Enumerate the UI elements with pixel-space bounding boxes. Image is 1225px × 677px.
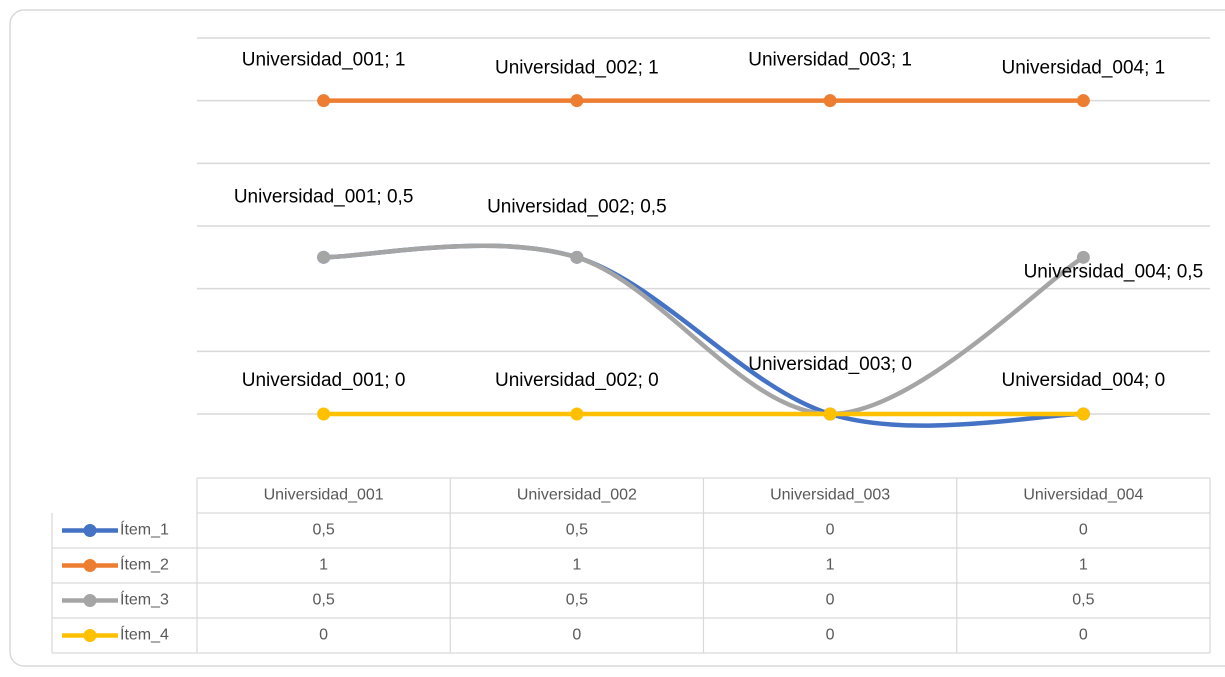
marker [317, 407, 331, 421]
marker [1076, 94, 1090, 108]
table-cell: 0,5 [566, 522, 588, 539]
data-label: Universidad_001; 0,5 [234, 186, 414, 207]
marker [1076, 250, 1090, 264]
legend-label: Ítem_2 [120, 555, 169, 574]
table-cell: 0 [1079, 627, 1088, 644]
table-cell: 1 [1079, 557, 1088, 574]
marker [570, 407, 584, 421]
series-line [321, 243, 1086, 417]
legend-label: Ítem_4 [120, 625, 169, 644]
data-label: Universidad_002; 0,5 [487, 196, 667, 217]
data-label: Universidad_004; 0,5 [1024, 261, 1204, 282]
table-cell: 1 [319, 557, 328, 574]
legend-key-marker [83, 524, 97, 537]
data-label: Universidad_001; 0 [242, 370, 406, 391]
table-cell: 0,5 [566, 592, 588, 609]
legend-label: Ítem_3 [120, 590, 169, 609]
table-cell: 0 [826, 627, 835, 644]
table-cell: 0 [826, 592, 835, 609]
x-category-label: Universidad_002 [517, 487, 637, 504]
table-cell: 0 [826, 522, 835, 539]
marker [823, 94, 837, 108]
table-cell: 0 [319, 627, 328, 644]
table-cell: 1 [572, 557, 581, 574]
marker [317, 94, 331, 108]
marker [317, 250, 331, 264]
marker [570, 94, 584, 108]
marker [823, 407, 837, 421]
legend-key-marker [83, 559, 97, 572]
legend-label: Ítem_1 [120, 520, 169, 539]
data-label: Universidad_002; 0 [495, 370, 659, 391]
chart-frame [9, 9, 1225, 667]
legend-key-marker [83, 594, 97, 607]
table-cell: 0 [1079, 522, 1088, 539]
table-cell: 0,5 [313, 522, 335, 539]
data-label: Universidad_004; 0 [1002, 370, 1166, 391]
x-category-label: Universidad_003 [770, 487, 890, 504]
data-label: Universidad_002; 1 [495, 58, 659, 79]
x-category-label: Universidad_004 [1023, 487, 1143, 504]
marker [1076, 407, 1090, 421]
table-cell: 0,5 [1072, 592, 1094, 609]
data-label: Universidad_003; 0 [748, 354, 912, 375]
data-label: Universidad_001; 1 [242, 50, 406, 71]
table-cell: 0,5 [313, 592, 335, 609]
table-cell: 0 [572, 627, 581, 644]
x-category-label: Universidad_001 [264, 487, 384, 504]
data-label: Universidad_004; 1 [1002, 58, 1166, 79]
data-label: Universidad_003; 1 [748, 50, 912, 71]
table-cell: 1 [826, 557, 835, 574]
legend-key-marker [83, 629, 97, 642]
marker [570, 250, 584, 264]
